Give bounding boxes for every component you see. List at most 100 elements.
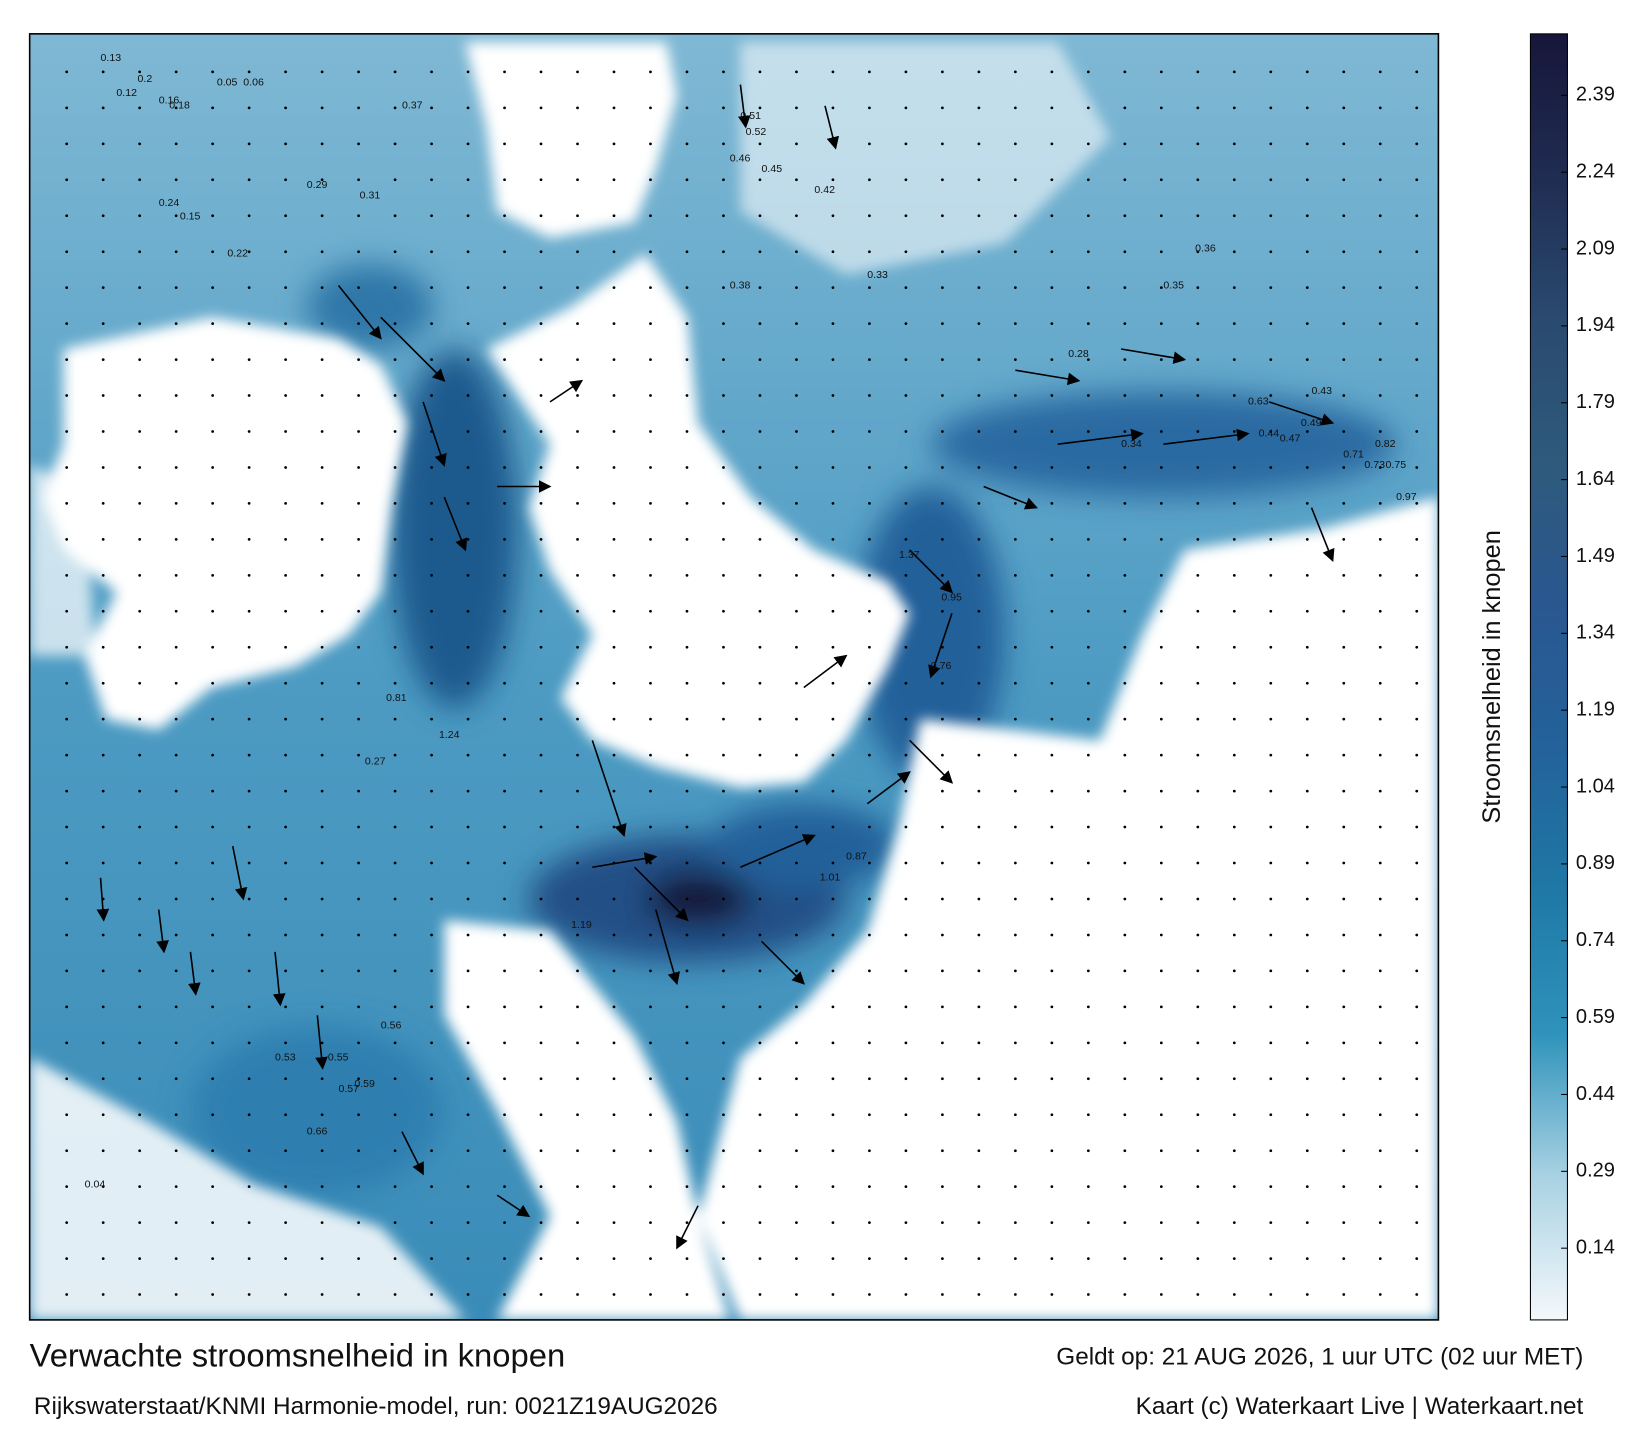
colorbar-tick-label: 0.74: [1576, 929, 1615, 951]
grid-dot: [503, 753, 506, 757]
grid-dot: [795, 861, 798, 865]
grid-dot: [977, 1257, 981, 1260]
grid-dot: [1269, 1293, 1273, 1296]
grid-dot: [430, 1293, 433, 1296]
grid-dot: [1305, 1257, 1309, 1260]
current-arrow: [1121, 348, 1187, 365]
grid-dot: [393, 609, 397, 613]
grid-dot: [1305, 1185, 1309, 1189]
grid-dot: [211, 681, 215, 685]
grid-dot: [1415, 106, 1419, 110]
grid-dot: [1305, 70, 1309, 74]
grid-dot: [758, 1149, 762, 1153]
grid-dot: [977, 394, 981, 397]
grid-dot: [1232, 969, 1236, 973]
grid-dot: [612, 538, 616, 541]
grid-dot: [393, 142, 397, 146]
grid-dot: [649, 681, 652, 685]
grid-dot: [211, 322, 215, 326]
grid-dot: [65, 466, 69, 469]
grid-dot: [174, 1185, 178, 1189]
grid-dot: [758, 897, 762, 901]
grid-dot: [1232, 789, 1236, 793]
grid-dot: [649, 1113, 652, 1117]
grid-dot: [977, 789, 981, 793]
grid-dot: [612, 358, 616, 361]
grid-dot: [539, 1221, 543, 1224]
grid-dot: [758, 681, 762, 685]
grid-dot: [503, 178, 506, 182]
grid-dot: [649, 286, 652, 290]
grid-dot: [1305, 825, 1309, 829]
grid-dot: [977, 430, 981, 433]
grid-dot: [211, 645, 215, 649]
grid-dot: [174, 1293, 178, 1296]
grid-dot: [1123, 286, 1127, 290]
grid-dot: [1086, 573, 1090, 577]
grid-dot: [101, 825, 105, 829]
grid-dot: [831, 825, 835, 829]
grid-dot: [941, 430, 944, 433]
grid-dot: [904, 753, 908, 757]
grid-dot: [722, 1185, 725, 1189]
grid-dot: [539, 538, 543, 541]
grid-dot: [1415, 1185, 1419, 1189]
grid-dot: [539, 789, 543, 793]
grid-dot: [138, 1113, 142, 1117]
grid-dot: [1159, 897, 1163, 901]
speed-labels: 0.13 0.20.12 0.160.18 0.05 0.06 0.240.15 0.22 0…: [85, 52, 1417, 1190]
grid-dot: [831, 1185, 835, 1189]
grid-dot: [1013, 250, 1017, 254]
grid-dot: [1342, 1149, 1346, 1153]
grid-dot: [466, 573, 470, 577]
grid-dot: [1378, 897, 1382, 901]
grid-dot: [1159, 214, 1163, 218]
grid-dot: [503, 1257, 506, 1260]
grid-dot: [795, 825, 798, 829]
grid-dot: [539, 106, 543, 110]
grid-dot: [174, 609, 178, 613]
grid-dot: [941, 933, 944, 937]
grid-dot: [868, 1221, 871, 1224]
grid-dot: [831, 969, 835, 973]
grid-dot: [1269, 70, 1273, 74]
grid-dot: [685, 1221, 689, 1224]
grid-dot: [247, 1041, 251, 1045]
grid-dot: [466, 502, 470, 505]
grid-dot: [430, 1113, 433, 1117]
grid-dot: [1086, 1041, 1090, 1045]
grid-dot: [868, 1149, 871, 1153]
grid-dot: [1415, 178, 1419, 182]
speed-label: 0.63: [1248, 396, 1269, 408]
grid-dot: [977, 1041, 981, 1045]
grid-dot: [101, 538, 105, 541]
grid-dot: [722, 1149, 725, 1153]
grid-dot: [868, 1257, 871, 1260]
grid-dot: [1342, 825, 1346, 829]
grid-dot: [1305, 1221, 1309, 1224]
current-arrow: [315, 1015, 328, 1070]
grid-dot: [1159, 573, 1163, 577]
grid-dot: [393, 502, 397, 505]
grid-dot: [868, 933, 871, 937]
grid-dot: [1159, 1041, 1163, 1045]
speed-label: 0.18: [169, 100, 190, 112]
grid-dot: [284, 358, 287, 361]
grid-dot: [247, 142, 251, 146]
grid-dot: [284, 1257, 287, 1260]
speed-label: 0.87: [846, 850, 867, 862]
grid-dot: [503, 1293, 506, 1296]
grid-dot: [649, 466, 652, 469]
grid-dot: [466, 1005, 470, 1009]
grid-dot: [65, 394, 69, 397]
grid-dot: [247, 1221, 251, 1224]
grid-dot: [1196, 106, 1200, 110]
grid-dot: [503, 502, 506, 505]
grid-dot: [65, 1113, 69, 1117]
grid-dot: [795, 538, 798, 541]
grid-dot: [1196, 1077, 1200, 1081]
grid-dot: [430, 1149, 433, 1153]
grid-dot: [247, 789, 251, 793]
grid-dot: [1123, 825, 1127, 829]
grid-dot: [1342, 789, 1346, 793]
